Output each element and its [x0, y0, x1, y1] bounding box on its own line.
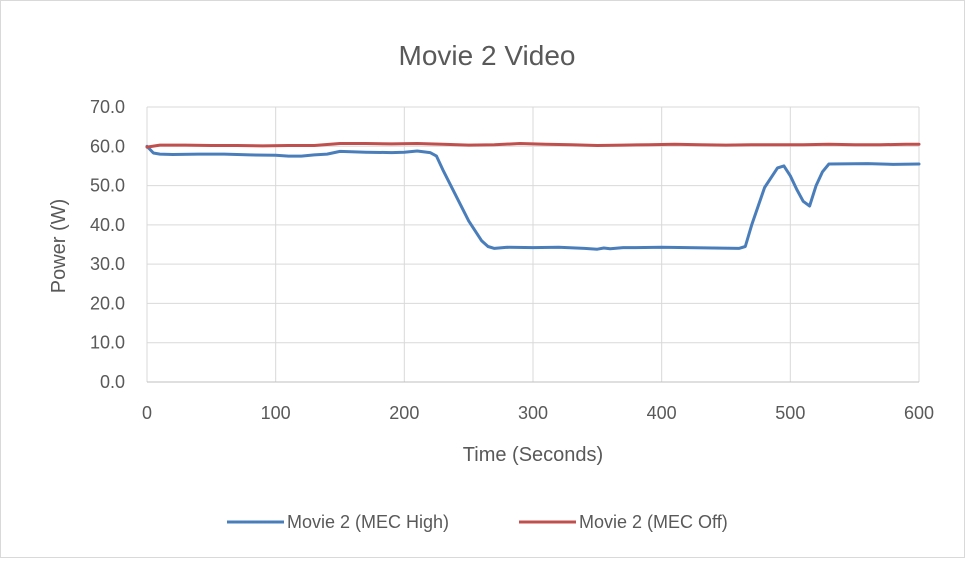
x-tick-label: 200 [389, 403, 419, 423]
x-tick-label: 100 [261, 403, 291, 423]
legend: Movie 2 (MEC High) Movie 2 (MEC Off) [227, 512, 728, 532]
series-layer [145, 142, 921, 251]
legend-label: Movie 2 (MEC High) [287, 512, 449, 532]
y-tick-label: 30.0 [90, 254, 125, 274]
y-tick-label: 10.0 [90, 333, 125, 353]
x-tick-label: 300 [518, 403, 548, 423]
grid [146, 106, 920, 383]
x-tick-label: 500 [775, 403, 805, 423]
y-tick-label: 0.0 [100, 372, 125, 392]
y-axis: 0.0 10.0 20.0 30.0 40.0 50.0 60.0 70.0 [90, 97, 125, 392]
y-tick-label: 20.0 [90, 293, 125, 313]
y-tick-label: 60.0 [90, 136, 125, 156]
series-line-movie-2-mec-high [145, 144, 921, 251]
x-axis-title: Time (Seconds) [463, 444, 603, 466]
series-line-movie-2-mec-off [145, 142, 921, 149]
y-tick-label: 50.0 [90, 176, 125, 196]
x-tick-label: 600 [904, 403, 934, 423]
legend-label: Movie 2 (MEC Off) [579, 512, 728, 532]
chart-title: Movie 2 Video [399, 40, 576, 71]
x-tick-label: 400 [647, 403, 677, 423]
y-tick-label: 40.0 [90, 215, 125, 235]
y-tick-label: 70.0 [90, 97, 125, 117]
y-axis-title: Power (W) [48, 199, 70, 293]
x-tick-label: 0 [142, 403, 152, 423]
x-axis: 0 100 200 300 400 500 600 [142, 381, 934, 423]
